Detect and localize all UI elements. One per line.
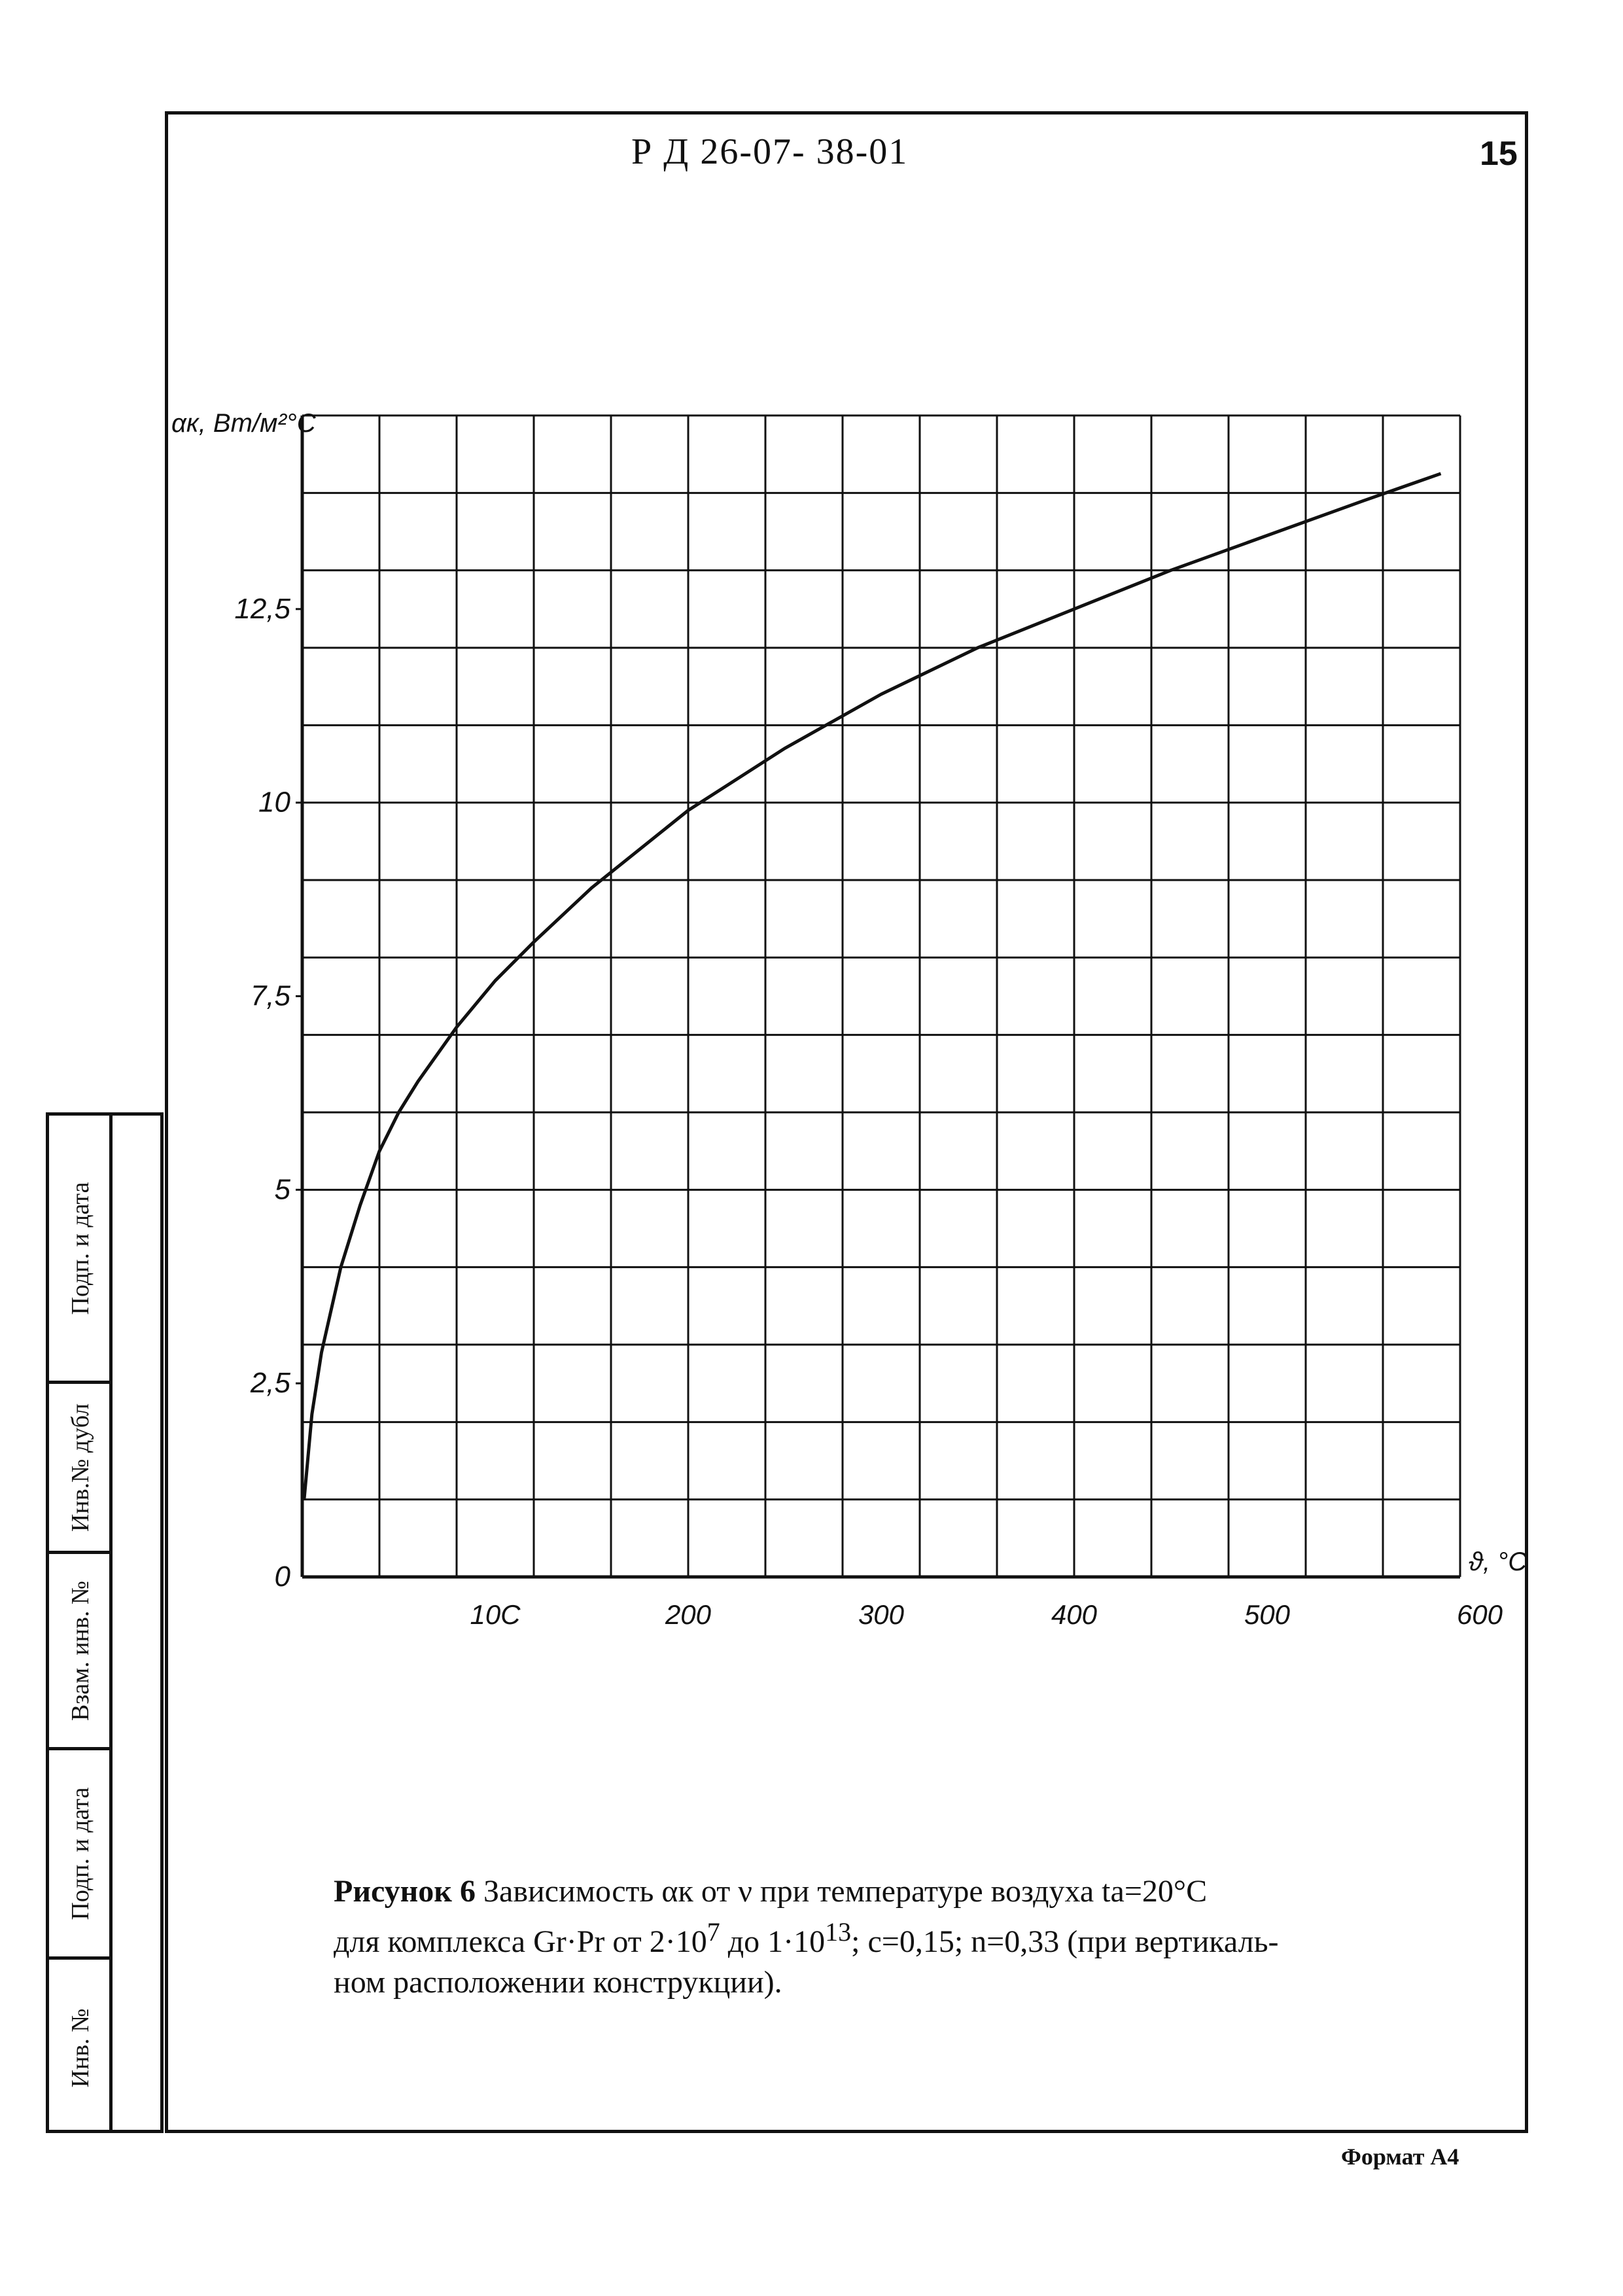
caption-line-3: ном расположении конструкции). bbox=[334, 1965, 782, 2000]
x-tick-label: 300 bbox=[858, 1599, 905, 1630]
format-label: Формат А4 bbox=[1341, 2144, 1459, 2170]
figure-caption: Рисунок 6 Зависимость αк от ν при темпер… bbox=[334, 1871, 1511, 2003]
chart-grid bbox=[300, 414, 1461, 1579]
y-axis-label: αк, Вт/м²°С bbox=[171, 409, 317, 438]
caption-figure-number: Рисунок 6 bbox=[334, 1874, 476, 1909]
page-number: 15 bbox=[1480, 135, 1518, 173]
side-stamp: Подп. и дата Инв.№ дубл Взам. инв. № Под… bbox=[46, 1112, 164, 2133]
stamp-cell-sign-date-1: Подп. и дата bbox=[49, 1116, 111, 1384]
caption-line-2-b: до 1·10 bbox=[720, 1924, 826, 1959]
y-tick-label: 0 bbox=[275, 1561, 291, 1593]
caption-line-2: для комплекса Gr·Pr от 2·107 до 1·1013; … bbox=[334, 1912, 1511, 1962]
caption-line-2-c: ; с=0,15; n=0,33 (при вертикаль- bbox=[851, 1924, 1279, 1959]
chart-labels: 0 2,5 5 7,5 10 12,5 10С 200 300 400 500 600 αк, Вт/м… bbox=[171, 409, 1527, 1630]
x-tick-label: 400 bbox=[1051, 1599, 1098, 1630]
x-tick-label: 10С bbox=[470, 1599, 521, 1630]
side-stamp-divider bbox=[109, 1116, 113, 2130]
caption-exp-2: 13 bbox=[825, 1917, 852, 1947]
y-tick-label: 10 bbox=[258, 786, 290, 819]
caption-line-1-text: Зависимость αк от ν при температуре возд… bbox=[475, 1874, 1208, 1909]
stamp-cell-sign-date-2: Подп. и дата bbox=[49, 1750, 111, 1960]
x-tick-label: 600 bbox=[1457, 1599, 1503, 1630]
x-axis-label: ϑ, °С bbox=[1469, 1547, 1527, 1576]
document-code: Р Д 26-07- 38-01 bbox=[631, 132, 909, 172]
x-tick-label: 200 bbox=[665, 1599, 712, 1630]
y-tick-label: 7,5 bbox=[251, 980, 291, 1012]
y-tick-label: 2,5 bbox=[250, 1367, 291, 1399]
caption-line-1: Рисунок 6 Зависимость αк от ν при темпер… bbox=[334, 1871, 1511, 1912]
x-tick-label: 500 bbox=[1244, 1599, 1291, 1630]
chart-marks bbox=[302, 472, 1442, 1500]
y-tick-label: 12,5 bbox=[234, 593, 290, 625]
data-curve bbox=[302, 472, 1442, 1500]
stamp-cell-replace-inv: Взам. инв. № bbox=[49, 1554, 111, 1750]
y-tick-label: 5 bbox=[275, 1173, 291, 1205]
caption-exp-1: 7 bbox=[707, 1917, 720, 1947]
page-frame bbox=[165, 111, 1528, 2133]
stamp-cell-dup-inv: Инв.№ дубл bbox=[49, 1384, 111, 1554]
caption-line-2-a: для комплекса Gr·Pr от 2·10 bbox=[334, 1924, 707, 1959]
